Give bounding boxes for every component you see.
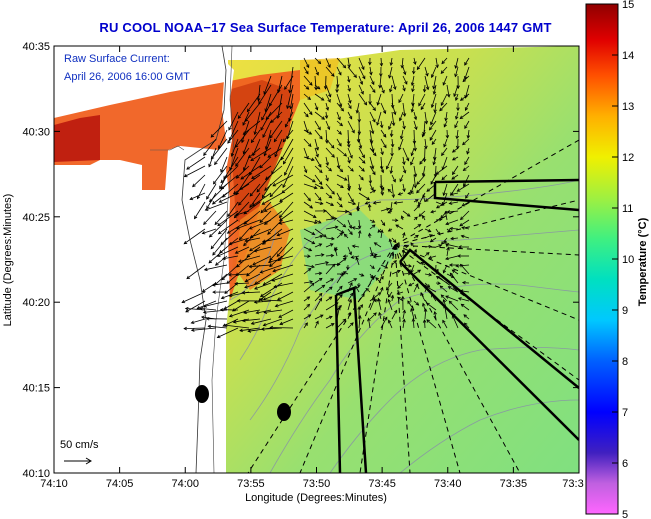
land-mass [54, 46, 234, 473]
annotation-line2: April 26, 2006 16:00 GMT [64, 71, 190, 83]
colorbar-tick-label: 5 [622, 509, 628, 519]
y-tick-label: 40:35 [22, 41, 50, 53]
scale-arrow [64, 457, 92, 465]
surface-current-vectors [181, 57, 471, 339]
station-marker [195, 385, 209, 403]
colorbar-tick-label: 13 [622, 101, 634, 113]
y-tick-label: 40:25 [22, 212, 50, 224]
coastline [181, 46, 227, 473]
colorbar-tick-label: 14 [622, 50, 634, 62]
scale-label: 50 cm/s [60, 439, 99, 451]
colorbar-tick-label: 8 [622, 356, 628, 368]
annotation-line1: Raw Surface Current: [64, 53, 170, 65]
colorbar-tick-label: 9 [622, 305, 628, 317]
y-tick-label: 40:10 [22, 468, 50, 480]
x-tick-label: 73:50 [303, 478, 331, 490]
x-tick-label: 73:55 [237, 478, 265, 490]
colorbar-tick-label: 7 [622, 407, 628, 419]
x-tick-label: 74:05 [106, 478, 134, 490]
map-plot-area [54, 46, 579, 473]
hot-spot [54, 115, 100, 162]
colorbar-tick-label: 11 [622, 203, 633, 215]
x-tick-label: 73:35 [500, 478, 528, 490]
colorbar-ticks: 15 14 13 12 11 10 9 8 7 6 5 [612, 0, 634, 519]
x-tick-label: 74:00 [171, 478, 199, 490]
colorbar-tick-label: 15 [622, 0, 634, 11]
x-tick-label: 73:3 [562, 478, 583, 490]
colorbar-tick-label: 10 [622, 254, 634, 266]
x-axis-label: Longitude (Degrees:Minutes) [245, 492, 387, 504]
y-axis-label: Latitude (Degrees:Minutes) [2, 194, 14, 327]
map-title: RU COOL NOAA−17 Sea Surface Temperature:… [99, 20, 552, 35]
colorbar-label: Temperature (°C) [637, 217, 649, 306]
colorbar-tick-label: 12 [622, 152, 634, 164]
y-tick-label: 40:20 [22, 297, 50, 309]
sampling-boxes [334, 178, 579, 473]
colorbar-tick-label: 6 [622, 458, 628, 470]
x-axis-ticks: 74:10 74:05 74:00 73:55 73:50 73:45 73:40 73:35… [40, 46, 584, 490]
y-tick-label: 40:15 [22, 383, 50, 395]
x-tick-label: 73:45 [368, 478, 396, 490]
y-axis-ticks: 40:35 40:30 40:25 40:20 40:15 40:10 [22, 41, 579, 480]
y-tick-label: 40:30 [22, 126, 50, 138]
x-tick-label: 74:10 [40, 478, 68, 490]
x-tick-label: 73:40 [434, 478, 462, 490]
station-marker [277, 403, 291, 421]
